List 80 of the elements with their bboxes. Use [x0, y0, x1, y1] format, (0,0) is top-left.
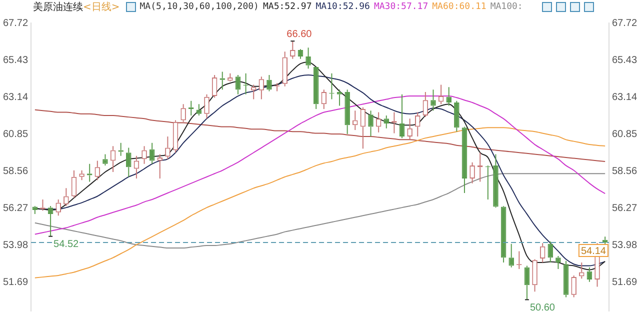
- candlestick: [94, 160, 100, 181]
- y2-tick-label: 63.14: [612, 92, 638, 103]
- candlestick: [336, 89, 342, 106]
- candlestick: [454, 100, 460, 132]
- candlestick: [258, 76, 264, 100]
- candlestick: [321, 89, 327, 110]
- candlestick: [414, 112, 420, 137]
- candlestick: [102, 154, 108, 166]
- candlestick: [579, 262, 584, 280]
- candlestick: [540, 242, 546, 264]
- line-series: [34, 127, 606, 278]
- candlestick: [56, 198, 61, 216]
- text: MA(5,10,30,60,100,200): [140, 2, 259, 12]
- candlestick: [282, 51, 288, 87]
- text: MA10:52.96: [316, 2, 370, 12]
- candlestick: [204, 94, 210, 120]
- y-tick-label: 53.98: [2, 240, 28, 251]
- y-tick-label: 60.85: [2, 128, 28, 140]
- candlestick: [422, 92, 428, 118]
- candlestick: [48, 205, 54, 237]
- candlestick: [446, 86, 452, 106]
- y2-tick-label: 65.43: [612, 54, 638, 66]
- candlestick: [235, 74, 241, 95]
- candlestick: [493, 154, 498, 208]
- candlestick: [556, 256, 561, 270]
- y-tick-label: 51.69: [2, 276, 28, 288]
- candlestick: [306, 47, 311, 70]
- candlestick: [79, 170, 84, 181]
- y-tick-label: 56.27: [2, 202, 28, 214]
- candlestick: [586, 266, 592, 282]
- candlestick: [298, 48, 304, 60]
- candlestick: [532, 258, 538, 292]
- candlestick: [71, 170, 77, 198]
- annotation: 50.60: [530, 302, 556, 314]
- text: MA5:52.97: [262, 2, 312, 12]
- candlestick: [548, 241, 554, 264]
- y2-tick-label: 53.98: [612, 240, 638, 251]
- ref-line-label: 54.14: [580, 246, 606, 258]
- line-series: [34, 173, 606, 248]
- annotation: 66.60: [286, 28, 312, 40]
- candlestick: [470, 162, 475, 184]
- candlestick: [165, 136, 170, 160]
- text: MA30:57.17: [374, 2, 428, 12]
- candlestick: [110, 146, 116, 173]
- candlestick: [126, 147, 132, 178]
- y2-tick-label: 56.27: [612, 202, 638, 214]
- candlestick: [508, 243, 514, 268]
- y-tick-label: 65.43: [2, 54, 28, 66]
- text: MA60:60.11: [432, 2, 486, 12]
- y-tick-label: 58.56: [2, 166, 28, 177]
- text: MA100:: [490, 2, 523, 12]
- chart-title: 美原油连续: [33, 0, 83, 14]
- candlestick: [500, 205, 506, 264]
- line-series: [34, 109, 606, 162]
- candlestick: [250, 84, 256, 100]
- candlestick: [399, 94, 405, 139]
- candlestick: [430, 89, 436, 112]
- candlestick: [571, 274, 576, 298]
- candlestick: [212, 74, 218, 98]
- candlestick: [360, 106, 366, 150]
- candlestick: [313, 66, 319, 110]
- candlestick: [344, 89, 350, 135]
- candlestick: [266, 74, 272, 92]
- y2-tick-label: 51.69: [612, 276, 638, 288]
- y2-tick-label: 67.72: [612, 18, 638, 29]
- candlestick: [384, 114, 390, 129]
- y2-tick-label: 60.85: [612, 128, 638, 140]
- y-tick-label: 67.72: [2, 18, 28, 29]
- candlestick: [368, 110, 374, 137]
- chart-subtitle: <日线>: [83, 0, 120, 14]
- candlestick: [142, 146, 147, 164]
- candlestick: [563, 260, 569, 298]
- line-series: [34, 96, 606, 235]
- y-tick-label: 63.14: [2, 92, 28, 103]
- candlestick: [462, 126, 468, 194]
- annotation: 54.52: [54, 239, 80, 250]
- candlestick: [524, 265, 530, 300]
- candlestick: [180, 104, 186, 122]
- y2-tick-label: 58.56: [612, 166, 638, 177]
- candlestick: [172, 120, 178, 154]
